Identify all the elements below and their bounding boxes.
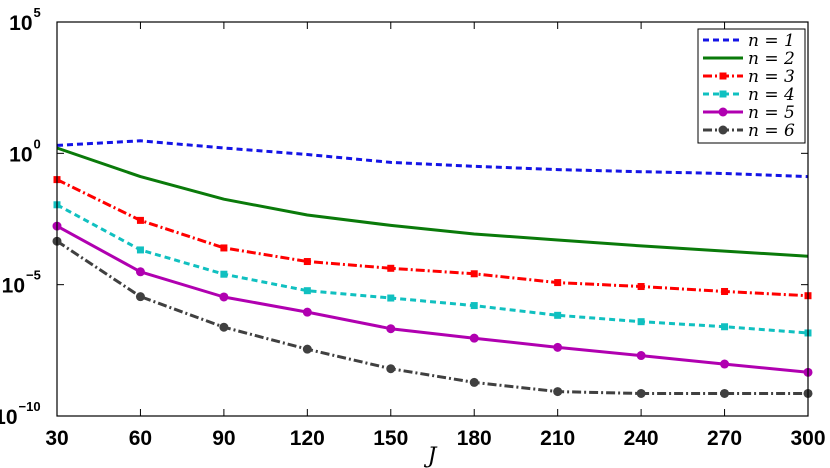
x-tick-label: 240 [624,427,659,450]
x-tick-label: 180 [457,427,492,450]
x-axis-label: J [424,444,438,468]
legend-item: n = 4 [703,85,795,105]
ticks-layer: 30609012015018021024027030010510010−510−… [0,5,826,450]
data-point [721,323,729,331]
legend-label: n = 3 [748,67,795,87]
y-tick-label: 10 5 [9,5,41,35]
data-point [303,258,311,266]
y-tick-base: 10 [0,406,18,429]
data-point [386,364,396,374]
data-point [637,318,645,326]
y-tick-exponent: 5 [34,5,41,20]
data-point [470,302,478,310]
legend-label: n = 6 [748,121,795,141]
legend: n = 1n = 2n = 3n = 4n = 5n = 6 [697,28,806,144]
series-1 [56,139,809,179]
data-point [135,292,145,302]
legend-label: n = 5 [748,103,795,123]
x-tick-label: 120 [290,427,325,450]
data-point [721,287,729,295]
x-tick-label: 270 [707,427,742,450]
data-point [219,322,229,332]
data-point [302,307,312,317]
series-line [56,139,809,179]
x-tick-label: 60 [129,427,152,450]
legend-item: n = 3 [703,67,795,87]
data-point [470,270,478,278]
legend-label: n = 4 [748,85,795,105]
y-tick-exponent: 0 [34,136,41,151]
data-point [554,311,562,319]
data-point [553,342,563,352]
legend-label: n = 2 [748,49,795,69]
series-line [56,224,809,374]
y-tick-label: 10 −5 [2,268,41,298]
data-point [553,387,563,397]
data-point [387,264,395,272]
y-tick-base: 10 [2,275,25,298]
legend-item: n = 6 [703,121,795,141]
data-point [469,377,479,387]
plot-background [57,22,808,416]
data-point [386,324,396,334]
data-point [637,283,645,291]
data-point [636,351,646,361]
data-point [135,267,145,277]
series-line [56,203,809,335]
series-layer [52,139,813,398]
series-2 [56,146,809,258]
y-tick-base: 10 [9,12,32,35]
x-tick-label: 30 [45,427,68,450]
x-tick-label: 210 [540,427,575,450]
y-tick-label: 10 0 [9,136,41,166]
data-point [220,270,228,278]
data-point [219,292,229,302]
data-point [303,287,311,295]
legend-item: n = 1 [703,31,795,51]
y-tick-exponent: −5 [26,268,41,283]
data-point [720,388,730,398]
data-point [719,90,727,98]
data-point [720,359,730,369]
data-point [387,294,395,302]
data-point [719,72,727,80]
data-point [220,244,228,252]
y-tick-label: 10−10 [0,399,41,429]
data-point [469,333,479,343]
plot-frame [56,21,809,417]
x-tick-label: 90 [212,427,235,450]
legend-box [697,28,806,144]
series-line [56,146,809,258]
y-tick-exponent: −10 [19,399,41,414]
legend-item: n = 5 [703,103,795,123]
data-point [136,246,144,254]
y-tick-base: 10 [9,143,32,166]
series-5 [52,221,813,377]
data-point [636,388,646,398]
data-point [718,107,728,117]
legend-item: n = 2 [703,49,795,69]
series-line [56,178,809,298]
series-line [56,239,808,395]
data-point [718,125,728,135]
legend-label: n = 1 [748,31,795,51]
data-point [554,279,562,287]
data-point [302,344,312,354]
data-point [136,216,144,224]
x-tick-label: 150 [373,427,408,450]
x-tick-label: 300 [790,427,825,450]
